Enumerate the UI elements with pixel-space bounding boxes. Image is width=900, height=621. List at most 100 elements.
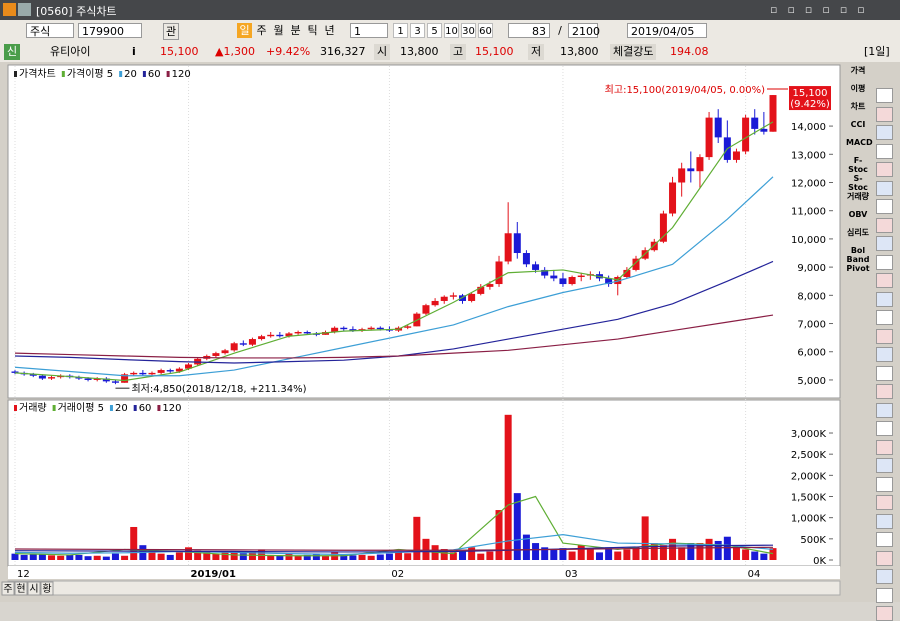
period-button[interactable]: 월 — [273, 24, 284, 37]
indicator-button[interactable]: F-Stoc — [848, 156, 868, 174]
tool-icon[interactable] — [876, 273, 893, 288]
tool-icon[interactable] — [876, 606, 893, 621]
indicator-button[interactable]: 차트 — [850, 102, 866, 111]
candle-body — [495, 261, 503, 285]
tool-icon[interactable] — [876, 162, 893, 177]
tool-icon[interactable] — [876, 328, 893, 344]
volume-bar — [221, 551, 229, 560]
candle-body — [449, 295, 457, 297]
indicator-button[interactable]: 거래량 — [846, 192, 870, 201]
tool-icon[interactable] — [876, 236, 893, 251]
change: ▲1,300 — [215, 45, 255, 58]
tab[interactable] — [1, 581, 15, 596]
info-button[interactable]: i — [132, 45, 136, 58]
candle-body — [102, 378, 110, 382]
tool-icon[interactable] — [876, 439, 893, 455]
ma-line — [14, 121, 774, 382]
help-icon[interactable] — [18, 3, 31, 16]
candle-body — [29, 374, 37, 376]
volume-bar — [486, 551, 494, 560]
volume-bar — [568, 551, 576, 560]
minute-button[interactable]: 1 — [393, 23, 408, 38]
volume-bar — [605, 547, 613, 560]
scroll-bar[interactable] — [7, 580, 841, 596]
y-tick-label: 0K — [813, 556, 826, 567]
search-button[interactable]: 관 — [163, 23, 179, 40]
candle-body — [267, 334, 275, 337]
indicator-button[interactable]: 이평 — [850, 84, 866, 93]
tool-icon[interactable] — [876, 476, 893, 492]
candle-body — [239, 343, 247, 345]
tool-icon[interactable] — [876, 254, 893, 270]
candle-body — [669, 182, 677, 214]
tool-icon[interactable] — [876, 143, 893, 159]
count-input[interactable]: 83 — [508, 23, 550, 38]
volume-bar — [385, 553, 393, 560]
minute-button[interactable]: 5 — [427, 23, 442, 38]
window-controls[interactable]: ▫▫▫▫▫▫ — [770, 3, 875, 16]
indicator-button[interactable]: Bol Band — [846, 246, 870, 264]
tool-icon[interactable] — [876, 532, 893, 547]
volume-bar — [678, 547, 686, 560]
indicator-button[interactable]: OBV — [848, 210, 868, 219]
tab[interactable] — [14, 581, 28, 596]
indicator-button[interactable]: 가격 — [850, 66, 866, 75]
date-input[interactable]: 2019/04/05 — [627, 23, 707, 38]
unit-select[interactable]: 1 — [350, 23, 388, 38]
period-button[interactable]: 틱 — [307, 24, 318, 37]
tool-icon[interactable] — [876, 384, 893, 399]
tool-icon[interactable] — [876, 513, 893, 529]
volume-bar — [595, 552, 603, 560]
legend-swatch — [109, 405, 113, 411]
indicator-button[interactable]: S-Stoc — [848, 174, 868, 192]
volume-bar — [614, 551, 622, 560]
tool-icon[interactable] — [876, 310, 893, 325]
tab-label: 황 — [42, 583, 51, 595]
tool-icon[interactable] — [876, 217, 893, 233]
tool-icon[interactable] — [876, 347, 893, 362]
minute-button[interactable]: 10 — [444, 23, 459, 38]
indicator-button[interactable]: 심리도 — [846, 228, 870, 237]
period-button[interactable]: 분 — [290, 24, 301, 37]
volume-bar — [66, 554, 74, 560]
period-button[interactable]: 일 — [237, 23, 252, 38]
tool-icon[interactable] — [876, 125, 893, 140]
tool-icon[interactable] — [876, 421, 893, 436]
tool-icon[interactable] — [876, 550, 893, 566]
tab[interactable] — [40, 581, 54, 596]
volume-bar — [477, 553, 485, 560]
period-button[interactable]: 년 — [324, 24, 335, 37]
volume-bar — [742, 549, 750, 560]
volume-bar — [267, 554, 275, 560]
tool-icon[interactable] — [876, 458, 893, 473]
code-input[interactable]: 179900 — [78, 23, 142, 38]
max-input[interactable]: 2100 — [568, 23, 600, 38]
minute-button[interactable]: 3 — [410, 23, 425, 38]
candle-body — [212, 353, 220, 356]
minute-button[interactable]: 60 — [478, 23, 493, 38]
legend-swatch — [157, 405, 161, 411]
tool-icon[interactable] — [876, 569, 893, 584]
tool-icon[interactable] — [876, 180, 893, 196]
indicator-button[interactable]: Pivot — [846, 264, 870, 273]
tool-icon[interactable] — [876, 402, 893, 418]
candle-body — [248, 339, 256, 345]
candle-body — [714, 117, 722, 138]
indicator-button[interactable]: MACD — [846, 138, 873, 147]
indicator-button[interactable]: CCI — [850, 120, 866, 129]
tool-icon[interactable] — [876, 587, 893, 603]
volume-bar — [732, 547, 740, 560]
tool-icon[interactable] — [876, 365, 893, 381]
tab[interactable] — [27, 581, 41, 596]
market-select[interactable]: 주식 — [26, 23, 74, 38]
tool-icon[interactable] — [876, 291, 893, 307]
minute-button[interactable]: 30 — [461, 23, 476, 38]
tool-icon[interactable] — [876, 495, 893, 510]
candle-body — [504, 233, 512, 262]
period-button[interactable]: 주 — [256, 24, 267, 37]
tool-icon[interactable] — [876, 199, 893, 214]
candle-body — [121, 374, 129, 383]
tool-icon[interactable] — [876, 88, 893, 103]
tool-icon[interactable] — [876, 106, 893, 122]
